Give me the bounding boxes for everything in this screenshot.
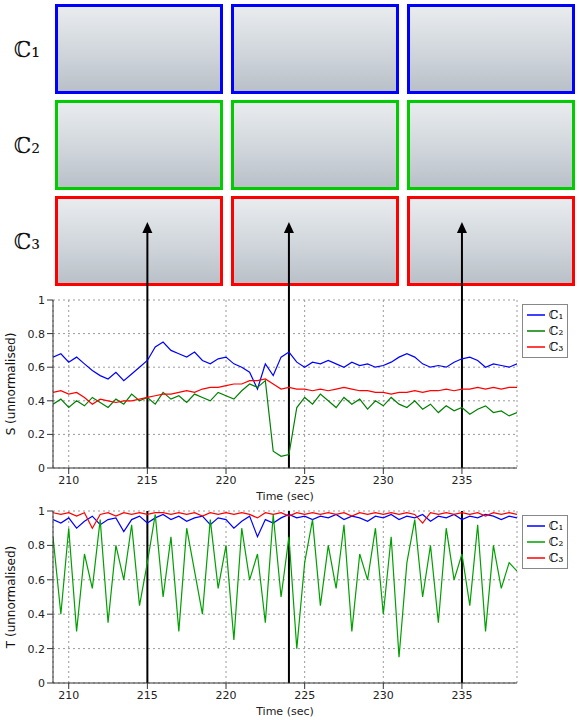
html-text:ℂ₃: ℂ₃ [13, 228, 41, 254]
svg-text:220: 220 [216, 689, 237, 702]
svg-text:235: 235 [451, 689, 472, 702]
svg-text:215: 215 [137, 689, 158, 702]
svg-text:225: 225 [294, 474, 315, 487]
svg-text:220: 220 [216, 474, 237, 487]
svg-text:0.6: 0.6 [28, 574, 46, 587]
html-text:ℂ₁: ℂ₁ [549, 308, 564, 322]
svg-text:1: 1 [38, 294, 45, 307]
html-text:ℂ₂: ℂ₂ [13, 132, 41, 158]
svg-text:225: 225 [294, 689, 315, 702]
svg-text:1: 1 [38, 505, 45, 518]
svg-text:Time (sec): Time (sec) [255, 490, 314, 502]
svg-text:0.4: 0.4 [28, 395, 46, 408]
html-text:ℂ₂: ℂ₂ [549, 535, 564, 549]
html-text:ℂ₃: ℂ₃ [549, 551, 564, 565]
svg-text:0.6: 0.6 [28, 361, 46, 374]
svg-text:0.8: 0.8 [28, 328, 46, 341]
svg-text:T (unnormalised): T (unnormalised) [4, 546, 18, 649]
svg-text:0: 0 [38, 677, 45, 690]
svg-text:0.8: 0.8 [28, 539, 46, 552]
svg-text:215: 215 [137, 474, 158, 487]
svg-text:230: 230 [373, 474, 394, 487]
html-text:ℂ₁: ℂ₁ [549, 519, 564, 533]
svg-text:0: 0 [38, 462, 45, 475]
svg-text:0.4: 0.4 [28, 608, 46, 621]
svg-text:0.2: 0.2 [28, 428, 46, 441]
svg-text:0.2: 0.2 [28, 643, 46, 656]
svg-text:Time (sec): Time (sec) [255, 705, 314, 717]
svg-text:S (unnormalised): S (unnormalised) [4, 333, 18, 436]
html-text:ℂ₂: ℂ₂ [549, 324, 564, 338]
svg-text:210: 210 [58, 689, 79, 702]
html-text:ℂ₃: ℂ₃ [549, 340, 564, 354]
svg-text:210: 210 [58, 474, 79, 487]
svg-text:235: 235 [451, 474, 472, 487]
svg-text:230: 230 [373, 689, 394, 702]
html-text:ℂ₁: ℂ₁ [13, 36, 41, 62]
